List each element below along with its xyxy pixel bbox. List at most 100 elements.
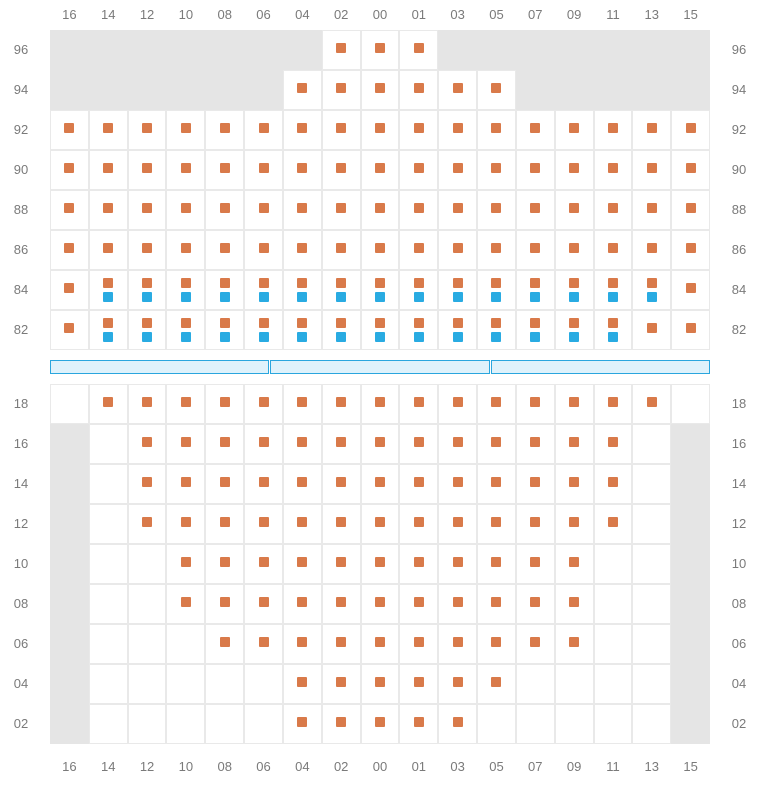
seat-cell[interactable] <box>361 664 400 704</box>
seat-cell[interactable] <box>322 150 361 190</box>
seat-cell[interactable] <box>244 424 283 464</box>
seat-cell[interactable] <box>555 110 594 150</box>
seat-cell[interactable] <box>632 384 671 424</box>
seat-cell[interactable] <box>322 624 361 664</box>
seat-cell[interactable] <box>516 584 555 624</box>
seat-cell[interactable] <box>438 70 477 110</box>
seat-cell[interactable] <box>89 664 128 704</box>
seat-cell[interactable] <box>594 664 633 704</box>
seat-cell[interactable] <box>244 464 283 504</box>
seat-cell[interactable] <box>438 110 477 150</box>
seat-cell[interactable] <box>50 384 89 424</box>
seat-cell[interactable] <box>477 544 516 584</box>
seat-cell[interactable] <box>361 190 400 230</box>
seat-cell[interactable] <box>361 384 400 424</box>
seat-cell[interactable] <box>361 270 400 310</box>
seat-cell[interactable] <box>128 624 167 664</box>
seat-cell[interactable] <box>361 150 400 190</box>
seat-cell[interactable] <box>555 270 594 310</box>
seat-cell[interactable] <box>438 464 477 504</box>
seat-cell[interactable] <box>516 384 555 424</box>
seat-cell[interactable] <box>283 190 322 230</box>
seat-cell[interactable] <box>166 664 205 704</box>
seat-cell[interactable] <box>438 230 477 270</box>
seat-cell[interactable] <box>516 464 555 504</box>
seat-cell[interactable] <box>361 110 400 150</box>
seat-cell[interactable] <box>322 544 361 584</box>
seat-cell[interactable] <box>89 190 128 230</box>
seat-cell[interactable] <box>516 624 555 664</box>
seat-cell[interactable] <box>399 584 438 624</box>
seat-cell[interactable] <box>594 230 633 270</box>
seat-cell[interactable] <box>361 30 400 70</box>
seat-cell[interactable] <box>477 70 516 110</box>
seat-cell[interactable] <box>594 270 633 310</box>
seat-cell[interactable] <box>50 190 89 230</box>
seat-cell[interactable] <box>632 504 671 544</box>
seat-cell[interactable] <box>632 310 671 350</box>
seat-cell[interactable] <box>594 310 633 350</box>
seat-cell[interactable] <box>128 150 167 190</box>
seat-cell[interactable] <box>438 270 477 310</box>
seat-cell[interactable] <box>399 424 438 464</box>
seat-cell[interactable] <box>89 464 128 504</box>
seat-cell[interactable] <box>166 584 205 624</box>
seat-cell[interactable] <box>555 504 594 544</box>
seat-cell[interactable] <box>322 270 361 310</box>
seat-cell[interactable] <box>283 110 322 150</box>
seat-cell[interactable] <box>477 230 516 270</box>
seat-cell[interactable] <box>438 664 477 704</box>
seat-cell[interactable] <box>283 270 322 310</box>
seat-cell[interactable] <box>322 310 361 350</box>
seat-cell[interactable] <box>205 704 244 744</box>
seat-cell[interactable] <box>322 110 361 150</box>
seat-cell[interactable] <box>205 230 244 270</box>
seat-cell[interactable] <box>632 190 671 230</box>
seat-cell[interactable] <box>89 544 128 584</box>
seat-cell[interactable] <box>438 150 477 190</box>
seat-cell[interactable] <box>166 110 205 150</box>
seat-cell[interactable] <box>594 464 633 504</box>
seat-cell[interactable] <box>322 230 361 270</box>
seat-cell[interactable] <box>516 150 555 190</box>
seat-cell[interactable] <box>244 664 283 704</box>
seat-cell[interactable] <box>555 464 594 504</box>
seat-cell[interactable] <box>50 110 89 150</box>
seat-cell[interactable] <box>516 310 555 350</box>
seat-cell[interactable] <box>89 704 128 744</box>
seat-cell[interactable] <box>361 504 400 544</box>
seat-cell[interactable] <box>283 584 322 624</box>
seat-cell[interactable] <box>438 584 477 624</box>
seat-cell[interactable] <box>89 110 128 150</box>
seat-cell[interactable] <box>205 150 244 190</box>
seat-cell[interactable] <box>399 150 438 190</box>
seat-cell[interactable] <box>594 424 633 464</box>
seat-cell[interactable] <box>128 230 167 270</box>
seat-cell[interactable] <box>632 664 671 704</box>
seat-cell[interactable] <box>438 544 477 584</box>
seat-cell[interactable] <box>477 310 516 350</box>
seat-cell[interactable] <box>516 190 555 230</box>
seat-cell[interactable] <box>399 270 438 310</box>
seat-cell[interactable] <box>244 584 283 624</box>
seat-cell[interactable] <box>399 110 438 150</box>
seat-cell[interactable] <box>594 504 633 544</box>
seat-cell[interactable] <box>89 504 128 544</box>
seat-cell[interactable] <box>244 310 283 350</box>
seat-cell[interactable] <box>399 624 438 664</box>
seat-cell[interactable] <box>671 190 710 230</box>
seat-cell[interactable] <box>516 504 555 544</box>
seat-cell[interactable] <box>361 70 400 110</box>
seat-cell[interactable] <box>516 270 555 310</box>
seat-cell[interactable] <box>205 664 244 704</box>
seat-cell[interactable] <box>399 384 438 424</box>
seat-cell[interactable] <box>128 424 167 464</box>
seat-cell[interactable] <box>128 110 167 150</box>
seat-cell[interactable] <box>283 70 322 110</box>
seat-cell[interactable] <box>477 150 516 190</box>
seat-cell[interactable] <box>205 544 244 584</box>
seat-cell[interactable] <box>322 664 361 704</box>
seat-cell[interactable] <box>283 424 322 464</box>
seat-cell[interactable] <box>244 270 283 310</box>
seat-cell[interactable] <box>555 544 594 584</box>
